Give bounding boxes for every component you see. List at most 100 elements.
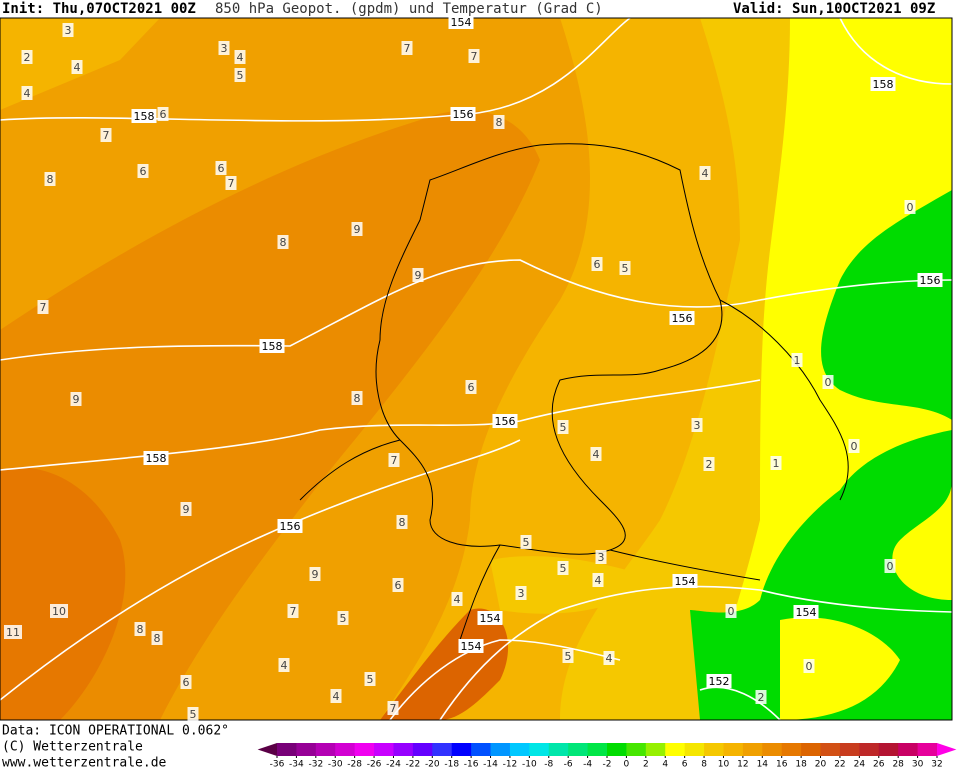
temperature-label-box (557, 420, 569, 434)
colorbar-label: 16 (776, 760, 788, 770)
geopotential-contours (0, 18, 952, 720)
colorbar-bin (354, 743, 375, 756)
temperature-label-box (465, 380, 477, 394)
temperature-label: 0 (907, 201, 914, 214)
colorbar-bin (432, 743, 453, 756)
colorbar-bin (859, 743, 880, 756)
colorbar-bin (781, 743, 802, 756)
temperature-label: 3 (65, 24, 72, 37)
temperature-label-box (37, 300, 49, 314)
geopotential-label: 154 (480, 612, 501, 625)
geopotential-label: 154 (796, 606, 817, 619)
colorbar-bin (839, 743, 860, 756)
temperature-label-box (590, 447, 602, 461)
temperature-label: 3 (694, 419, 701, 432)
colorbar-bin (762, 743, 783, 756)
temperature-label: 6 (183, 676, 190, 689)
temperature-label-box (62, 23, 74, 37)
colorbar-label: -28 (347, 760, 362, 770)
temperature-label-box (388, 453, 400, 467)
geopotential-label-box (672, 574, 698, 588)
temperature-label: 5 (523, 536, 530, 549)
temperature-label: 7 (404, 42, 411, 55)
colorbar-bin (374, 743, 394, 756)
temperature-label: 5 (560, 421, 567, 434)
geopotential-label: 158 (134, 110, 155, 123)
colorbar-bin (917, 743, 938, 756)
temperature-label: 6 (140, 165, 147, 178)
temperature-label-box (703, 457, 715, 471)
temperature-label: 7 (290, 605, 297, 618)
geopotential-label-box (477, 611, 503, 625)
colorbar-label: 18 (795, 760, 807, 770)
temperature-label: 8 (280, 236, 287, 249)
temperature-label: 7 (471, 50, 478, 63)
temp-region (490, 556, 660, 614)
temperature-label-box (157, 107, 169, 121)
colorbar-bin (665, 743, 686, 756)
temperature-label-box (134, 622, 146, 636)
map-frame (0, 17, 953, 721)
temperature-label-box (387, 701, 399, 715)
init-time: Init: Thu,07OCT2021 00Z (2, 1, 196, 17)
temperature-label-box (277, 235, 289, 249)
temperature-label-box (137, 164, 149, 178)
temperature-label: 5 (565, 650, 572, 663)
temperature-label-box (691, 418, 703, 432)
temperature-label-box (591, 257, 603, 271)
colorbar-label: 28 (892, 760, 904, 770)
temp-region (780, 617, 900, 720)
temperature-label: 0 (728, 605, 735, 618)
temperature-label: 1 (794, 354, 801, 367)
temperature-label: 9 (73, 393, 80, 406)
temperature-label-box (904, 200, 916, 214)
temperature-label: 7 (390, 702, 397, 715)
colorbar-bin (315, 743, 336, 756)
temperature-label: 8 (47, 173, 54, 186)
temp-region (0, 110, 540, 720)
colorbar-label: -2 (603, 760, 612, 770)
temperature-label-box (822, 375, 834, 389)
temp-region (0, 467, 126, 720)
temperature-label-box (70, 392, 82, 406)
temperature-label-box (592, 573, 604, 587)
temperature-label-box (180, 502, 192, 516)
colorbar-bin (801, 743, 822, 756)
temperature-label-box (187, 707, 199, 721)
temperature-label: 8 (354, 392, 361, 405)
temperature-label: 8 (496, 116, 503, 129)
colorbar-label: -32 (308, 760, 323, 770)
colorbar-label: -16 (464, 760, 479, 770)
temperature-label: 5 (560, 562, 567, 575)
temperature-label-box (791, 353, 803, 367)
temperature-label: 5 (367, 673, 374, 686)
temperature-label: 9 (312, 568, 319, 581)
temperature-label: 4 (237, 51, 244, 64)
colorbar-bin (471, 743, 492, 756)
colorbar-bin (451, 743, 472, 756)
geopotential-label: 156 (495, 415, 516, 428)
temperature-label: 7 (391, 454, 398, 467)
colorbar-bin (509, 743, 530, 756)
geopotential-label: 156 (672, 312, 693, 325)
temperature-label: 9 (183, 503, 190, 516)
temperature-label: 9 (354, 223, 361, 236)
geopotential-label-box (458, 639, 484, 653)
colorbar-label: -34 (289, 760, 304, 770)
colorbar-label: 24 (854, 760, 866, 770)
colorbar-label: 26 (873, 760, 885, 770)
temperature-label: 4 (24, 87, 31, 100)
temperature-label: 6 (218, 162, 225, 175)
temperature-label-box (44, 172, 56, 186)
colorbar-label: 6 (682, 760, 688, 770)
temp-region (380, 608, 509, 720)
temperature-label-box (848, 439, 860, 453)
colorbar-bin (296, 743, 317, 756)
temperature-label: 9 (415, 269, 422, 282)
colorbar-bin (626, 743, 647, 756)
colorbar-bin (723, 743, 744, 756)
colorbar-bin (742, 743, 763, 756)
temperature-label: 1 (773, 457, 780, 470)
